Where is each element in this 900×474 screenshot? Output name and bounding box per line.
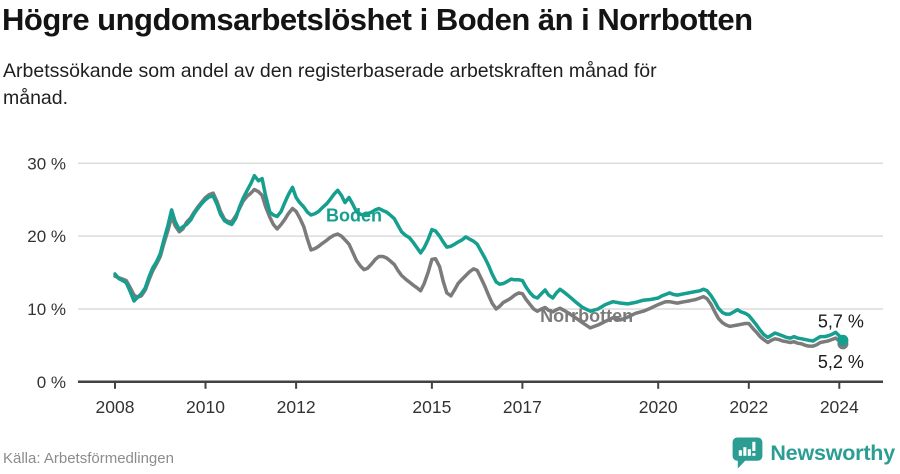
norrbotten-series-label: Norrbotten [540, 306, 633, 326]
y-tick-label: 20 % [27, 227, 66, 246]
chart-subtitle-line1: Arbetssökande som andel av den registerb… [3, 60, 657, 82]
y-tick-label: 10 % [27, 300, 66, 319]
norrbotten-end-value-label: 5,2 % [818, 352, 864, 372]
y-tick-label: 0 % [37, 373, 66, 392]
x-tick-label: 2012 [277, 397, 316, 417]
boden-end-value-label: 5,7 % [818, 311, 864, 331]
newsworthy-wordmark: Newsworthy [770, 441, 895, 465]
chart-subtitle-line2: månad. [3, 87, 69, 109]
chart-title: Högre ungdomsarbetslöshet i Boden än i N… [2, 2, 753, 37]
x-tick-label: 2022 [729, 397, 768, 417]
y-tick-label: 30 % [27, 154, 66, 173]
chart-subtitle: Arbetssökande som andel av den registerb… [3, 58, 657, 112]
source-note: Källa: Arbetsförmedlingen [3, 450, 174, 467]
x-tick-label: 2015 [412, 397, 451, 417]
x-tick-label: 2017 [503, 397, 542, 417]
newsworthy-logo[interactable]: Newsworthy [732, 437, 895, 470]
boden-line [113, 173, 845, 343]
newsworthy-speech-bubble-icon [732, 437, 763, 469]
x-tick-label: 2024 [820, 397, 859, 417]
boden-end-dot [837, 334, 849, 346]
boden-series-label: Boden [326, 206, 382, 226]
x-tick-label: 2008 [96, 397, 135, 417]
x-tick-label: 2010 [186, 397, 225, 417]
x-tick-label: 2020 [639, 397, 678, 417]
norrbotten-line [113, 187, 845, 348]
